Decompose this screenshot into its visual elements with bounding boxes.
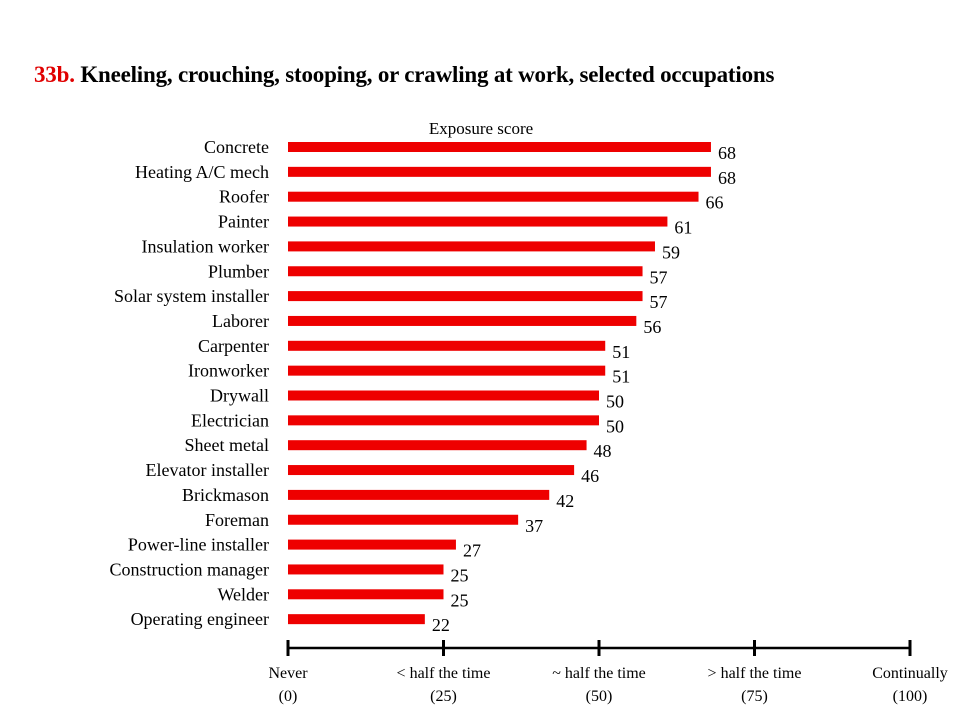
chart-number: 33b. <box>34 62 75 87</box>
category-label: Roofer <box>219 187 269 207</box>
chart-title-text: Kneeling, crouching, stooping, or crawli… <box>80 62 775 87</box>
value-label: 56 <box>643 317 661 337</box>
bar <box>288 340 606 351</box>
x-tick-label: > half the time <box>708 665 802 682</box>
category-label: Laborer <box>212 311 269 331</box>
x-tick-value: (100) <box>893 688 928 705</box>
x-tick-label: < half the time <box>397 665 491 682</box>
category-label: Heating A/C mech <box>135 162 269 182</box>
bar <box>288 489 550 500</box>
bar <box>288 440 587 451</box>
bar <box>288 465 575 476</box>
category-label: Elevator installer <box>146 460 269 480</box>
x-tick-label: Continually <box>872 665 948 682</box>
value-label: 61 <box>674 218 692 238</box>
value-label: 46 <box>581 466 599 486</box>
bar <box>288 564 444 575</box>
category-label: Insulation worker <box>142 236 269 256</box>
value-label: 25 <box>451 590 469 610</box>
bar <box>288 166 711 177</box>
x-tick-label: Never <box>268 665 308 682</box>
value-label: 57 <box>650 292 668 312</box>
category-label: Painter <box>218 212 269 232</box>
x-tick-value: (75) <box>741 688 768 705</box>
value-label: 50 <box>606 416 624 436</box>
x-tick-label: ~ half the time <box>552 665 646 682</box>
chart-title: 33b. Kneeling, crouching, stooping, or c… <box>34 62 774 88</box>
category-label: Operating engineer <box>131 609 269 629</box>
category-label: Foreman <box>205 510 269 530</box>
value-label: 37 <box>525 516 543 536</box>
category-label: Electrician <box>191 410 269 430</box>
category-label: Drywall <box>210 386 269 406</box>
x-tick-value: (50) <box>586 688 613 705</box>
bar <box>288 216 668 227</box>
value-label: 22 <box>432 615 450 635</box>
category-label: Construction manager <box>110 559 269 579</box>
value-label: 59 <box>662 242 680 262</box>
bar <box>288 291 643 302</box>
category-label: Welder <box>217 584 269 604</box>
bar <box>288 365 606 376</box>
value-label: 68 <box>718 143 736 163</box>
bar <box>288 539 456 550</box>
bar <box>288 614 425 625</box>
bar <box>288 241 655 252</box>
x-tick-value: (25) <box>430 688 457 705</box>
bar <box>288 514 519 525</box>
category-label: Power-line installer <box>128 535 269 555</box>
bar <box>288 315 637 326</box>
bar <box>288 266 643 277</box>
bar <box>288 142 711 152</box>
value-label: 25 <box>451 565 469 585</box>
category-label: Plumber <box>208 261 269 281</box>
value-label: 50 <box>606 392 624 412</box>
x-axis-title: Exposure score <box>429 119 533 138</box>
value-label: 48 <box>594 441 612 461</box>
value-label: 42 <box>556 491 574 511</box>
category-label: Brickmason <box>182 485 269 505</box>
value-label: 57 <box>650 267 668 287</box>
value-label: 27 <box>463 541 481 561</box>
category-label: Solar system installer <box>114 286 269 306</box>
value-label: 66 <box>706 193 724 213</box>
bar <box>288 390 599 401</box>
category-label: Concrete <box>204 137 269 157</box>
x-tick-value: (0) <box>279 688 298 705</box>
value-label: 68 <box>718 168 736 188</box>
category-label: Sheet metal <box>185 435 269 455</box>
bar <box>288 415 599 426</box>
value-label: 51 <box>612 342 630 362</box>
category-label: Ironworker <box>188 361 269 381</box>
bar <box>288 191 699 202</box>
category-label: Carpenter <box>198 336 269 356</box>
bar <box>288 589 444 600</box>
value-label: 51 <box>612 367 630 387</box>
